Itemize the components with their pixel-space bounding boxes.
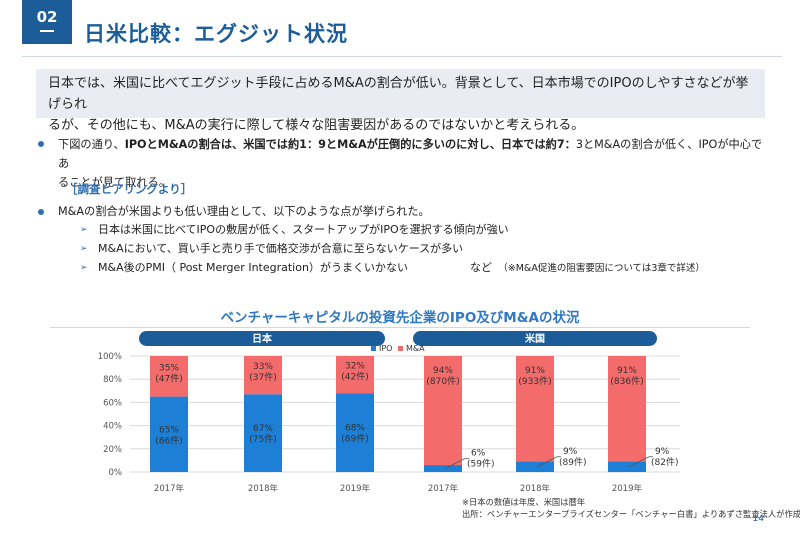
bullet-text: 下図の通り、IPOとM&Aの割合は、米国では約1：9とM&Aが圧倒的に多いのに対… (38, 135, 768, 192)
data-label-leader (628, 456, 653, 468)
y-tick-label: 100% (98, 352, 122, 362)
reason-item: ➢ M&Aにおいて、買い手と売り手で価格交渉が合意に至らないケースが多い (80, 241, 463, 257)
arrow-icon: ➢ (80, 225, 88, 235)
title-divider (22, 56, 782, 57)
y-tick-label: 20% (103, 445, 122, 455)
data-label-ma-count: (37件) (249, 371, 276, 383)
bullet-reasons: M&Aの割合が米国よりも低い理由として、以下のような点が挙げられた。 (38, 203, 430, 221)
section-number: 02 (36, 8, 58, 26)
data-label-ma-count: (42件) (341, 371, 368, 383)
reason-text: 日本は米国に比べてIPOの敷居が低く、スタートアップがIPOを選択する傾向が強い (98, 223, 509, 236)
bar-ipo (150, 396, 188, 472)
data-label-ipo-pct: 65% (159, 425, 179, 435)
hearing-label: ［調査ヒアリングより］ (66, 182, 193, 196)
bullet-text-c: 3とM&Aの割合が低く、IPOが中心であ (58, 138, 763, 170)
group-banner-label: 米国 (525, 332, 545, 345)
bar-ma (424, 356, 462, 466)
bar-ipo (516, 461, 554, 472)
page-number: 14 (752, 514, 764, 524)
bar-ma (336, 356, 374, 394)
x-tick-label: 2019年 (612, 483, 643, 494)
data-label-ma-count: (933件) (518, 375, 551, 387)
reason-text: M&Aにおいて、買い手と売り手で価格交渉が合意に至らないケースが多い (98, 242, 464, 255)
data-label-ipo-count: (89件) (559, 456, 586, 468)
bullet-dot-icon (38, 141, 44, 147)
arrow-icon: ➢ (80, 263, 88, 273)
data-label-ipo-count: (75件) (249, 433, 276, 445)
data-label-leader (536, 456, 561, 468)
footnote-line-1: ※日本の数値は年度、米国は暦年 (462, 497, 586, 507)
x-tick-label: 2018年 (248, 483, 279, 494)
bar-ipo (244, 394, 282, 472)
y-tick-label: 40% (103, 422, 122, 432)
data-label-ma-pct: 91% (617, 366, 637, 376)
data-label-ma-pct: 94% (433, 366, 453, 376)
legend-label-ipo: IPO (379, 344, 392, 353)
summary-line-1: 日本では、米国に比べてエグジット手段に占めるM&Aの割合が低い。背景として、日本… (48, 76, 749, 112)
legend-swatch-ipo (371, 346, 376, 351)
reason-item: ➢ M&A後のPMI（ Post Merger Integration）がうまく… (80, 260, 705, 276)
chart-title-divider (50, 327, 750, 328)
data-label-ipo-count: (82件) (651, 456, 678, 468)
data-label-leader (444, 458, 469, 469)
x-tick-label: 2018年 (520, 483, 551, 494)
legend-label-ma: M&A (406, 344, 425, 353)
data-label-ma-count: (870件) (426, 375, 459, 387)
y-tick-label: 0% (109, 468, 123, 478)
reason-text: M&A後のPMI（ Post Merger Integration）がうまくいか… (98, 261, 408, 274)
page-title: 日米比較：エグジット状況 (84, 22, 348, 46)
group-banner (139, 331, 385, 346)
reason-note: など （※M&A促進の阻害要因については3章で詳述） (470, 260, 705, 277)
bar-ma (608, 356, 646, 462)
section-number-dash (40, 30, 54, 32)
data-label-ipo-count: (59件) (467, 458, 494, 470)
bullet-dot-icon (38, 209, 44, 215)
summary-line-2: るが、その他にも、M&Aの実行に際して様々な阻害要因があるのではないかと考えられ… (48, 118, 585, 133)
y-tick-label: 60% (103, 398, 122, 408)
reason-note-b: （※M&A促進の阻害要因については3章で詳述） (503, 263, 705, 274)
footnote-line-2: 出所：ベンチャーエンタープライズセンター「ベンチャー白書」よりあずさ監査法人が作… (462, 509, 800, 519)
chart-footnote: ※日本の数値は年度、米国は暦年 出所：ベンチャーエンタープライズセンター「ベンチ… (462, 496, 800, 520)
bar-ma (150, 356, 188, 397)
bullet-chart-observation: 下図の通り、IPOとM&Aの割合は、米国では約1：9とM&Aが圧倒的に多いのに対… (38, 135, 768, 192)
data-label-ipo-pct: 67% (253, 424, 273, 434)
data-label-ipo-count: (89件) (341, 433, 368, 445)
bullet-text-bold: IPOとM&Aの割合は、米国では約1：9とM&Aが圧倒的に多いのに対し、日本では… (124, 138, 576, 151)
data-label-ma-pct: 91% (525, 366, 545, 376)
data-label-ipo-pct: 9% (563, 447, 578, 457)
x-tick-label: 2017年 (428, 483, 459, 494)
data-label-ipo-pct: 6% (471, 449, 486, 459)
bullet-text-d: ることが見て取れる。 (58, 176, 170, 189)
bar-ma (516, 356, 554, 462)
group-banner (413, 331, 657, 346)
reason-item: ➢ 日本は米国に比べてIPOの敷居が低く、スタートアップがIPOを選択する傾向が… (80, 222, 509, 238)
arrow-icon: ➢ (80, 244, 88, 254)
x-tick-label: 2019年 (340, 483, 371, 494)
data-label-ipo-pct: 68% (345, 424, 365, 434)
legend-swatch-ma (398, 346, 403, 351)
group-banner-label: 日本 (252, 332, 273, 345)
data-label-ma-count: (47件) (155, 372, 182, 384)
bar-ipo (424, 465, 462, 472)
y-tick-label: 80% (103, 375, 122, 385)
chart-title: ベンチャーキャピタルの投資先企業のIPO及びM&Aの状況 (220, 310, 580, 326)
bar-ipo (336, 393, 374, 472)
bullet-text-a: 下図の通り、 (58, 138, 125, 151)
bar-ma (244, 356, 282, 395)
summary-box: 日本では、米国に比べてエグジット手段に占めるM&Aの割合が低い。背景として、日本… (36, 69, 765, 133)
bullet-reasons-text: M&Aの割合が米国よりも低い理由として、以下のような点が挙げられた。 (58, 205, 430, 218)
x-tick-label: 2017年 (154, 483, 185, 494)
data-label-ma-count: (836件) (610, 375, 643, 387)
bar-ipo (608, 461, 646, 472)
data-label-ipo-count: (86件) (155, 434, 182, 446)
data-label-ipo-pct: 9% (655, 447, 670, 457)
data-label-ma-pct: 32% (345, 362, 365, 372)
data-label-ma-pct: 33% (253, 362, 273, 372)
data-label-ma-pct: 35% (159, 363, 179, 373)
reason-note-a: など (470, 261, 492, 274)
section-number-badge: 02 (22, 0, 72, 44)
